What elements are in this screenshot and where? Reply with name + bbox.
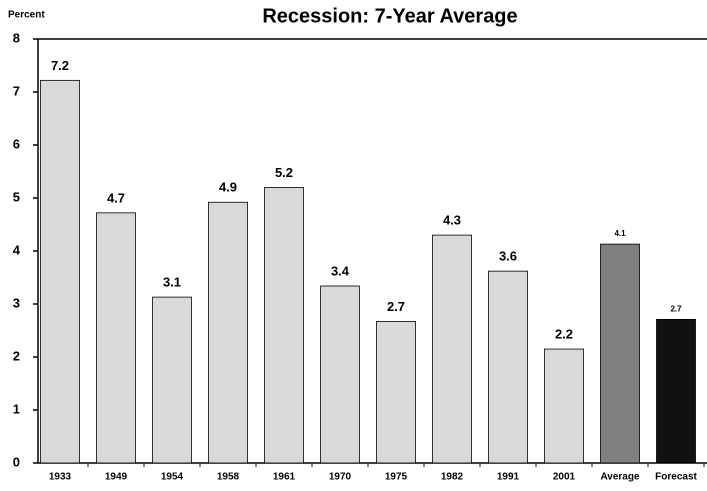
x-tick-label: Average	[600, 472, 640, 483]
bar	[656, 318, 696, 464]
y-tick-label: 1	[13, 401, 20, 416]
bar	[488, 270, 528, 464]
x-tick-label: 1991	[497, 472, 520, 483]
bar	[152, 296, 192, 464]
bar	[264, 186, 304, 464]
value-label: 2.7	[670, 304, 682, 313]
x-tick-label: 1958	[217, 472, 240, 483]
y-tick-label: 6	[13, 136, 20, 151]
y-tick-label: 5	[13, 189, 20, 204]
value-label: 3.1	[163, 275, 181, 290]
bar	[320, 285, 360, 464]
x-tick-label: 1970	[329, 472, 352, 483]
y-tick-label: 2	[13, 348, 20, 363]
value-label: 4.7	[107, 190, 125, 205]
value-label: 3.4	[331, 263, 350, 278]
value-label: 2.2	[555, 326, 573, 341]
x-tick-label: 1933	[49, 472, 72, 483]
y-tick-label: 4	[13, 242, 21, 257]
value-label: 3.6	[499, 249, 517, 264]
bar	[208, 201, 248, 464]
value-label: 2.7	[387, 299, 405, 314]
x-tick-label: 2001	[553, 472, 576, 483]
value-label: 7.2	[51, 58, 69, 73]
x-tick-label: 1982	[441, 472, 464, 483]
bar	[600, 243, 640, 464]
y-tick-label: 0	[13, 454, 20, 469]
value-label: 4.3	[443, 213, 461, 228]
bar	[376, 321, 416, 464]
y-tick-label: 8	[13, 30, 20, 45]
x-tick-label: 1949	[105, 472, 128, 483]
bar	[40, 79, 80, 464]
bar	[432, 234, 472, 464]
x-tick-label: 1954	[161, 472, 184, 483]
chart-title: Recession: 7-Year Average	[262, 5, 517, 27]
bar	[544, 348, 584, 464]
value-label: 4.9	[219, 180, 237, 195]
y-tick-label: 7	[13, 83, 20, 98]
y-tick-label: 3	[13, 295, 20, 310]
value-label: 4.1	[614, 229, 626, 238]
bar	[96, 212, 136, 464]
x-tick-label: 1961	[273, 472, 296, 483]
y-axis-label: Percent	[8, 10, 45, 21]
x-tick-label: 1975	[385, 472, 408, 483]
x-tick-label: Forecast	[655, 472, 697, 483]
value-label: 5.2	[275, 165, 293, 180]
